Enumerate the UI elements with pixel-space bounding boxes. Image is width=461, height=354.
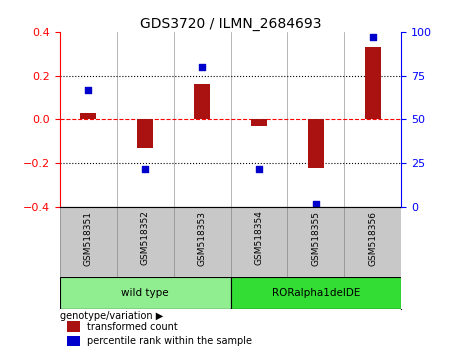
- Point: [255, 166, 263, 171]
- Bar: [137, 120, 153, 148]
- Text: RORalpha1delDE: RORalpha1delDE: [272, 288, 360, 298]
- Title: GDS3720 / ILMN_2684693: GDS3720 / ILMN_2684693: [140, 17, 321, 31]
- Text: transformed count: transformed count: [87, 322, 178, 332]
- Text: GSM518353: GSM518353: [198, 211, 207, 266]
- Bar: [67, 321, 80, 332]
- Bar: [308, 120, 324, 168]
- Bar: [230, 277, 401, 309]
- Point: [85, 87, 92, 92]
- Bar: [60, 277, 230, 309]
- Text: GSM518354: GSM518354: [254, 211, 263, 266]
- Point: [369, 34, 376, 40]
- Bar: [251, 120, 267, 126]
- Text: GSM518351: GSM518351: [84, 211, 93, 266]
- Bar: [67, 336, 80, 346]
- Text: GSM518356: GSM518356: [368, 211, 377, 266]
- Text: genotype/variation ▶: genotype/variation ▶: [60, 311, 163, 321]
- Text: GSM518355: GSM518355: [311, 211, 320, 266]
- Point: [198, 64, 206, 70]
- Point: [142, 166, 149, 171]
- Text: GSM518352: GSM518352: [141, 211, 150, 266]
- Point: [312, 201, 319, 206]
- Text: percentile rank within the sample: percentile rank within the sample: [87, 336, 252, 346]
- Bar: [194, 84, 210, 120]
- Bar: [365, 47, 381, 120]
- Bar: [80, 113, 96, 120]
- Text: wild type: wild type: [121, 288, 169, 298]
